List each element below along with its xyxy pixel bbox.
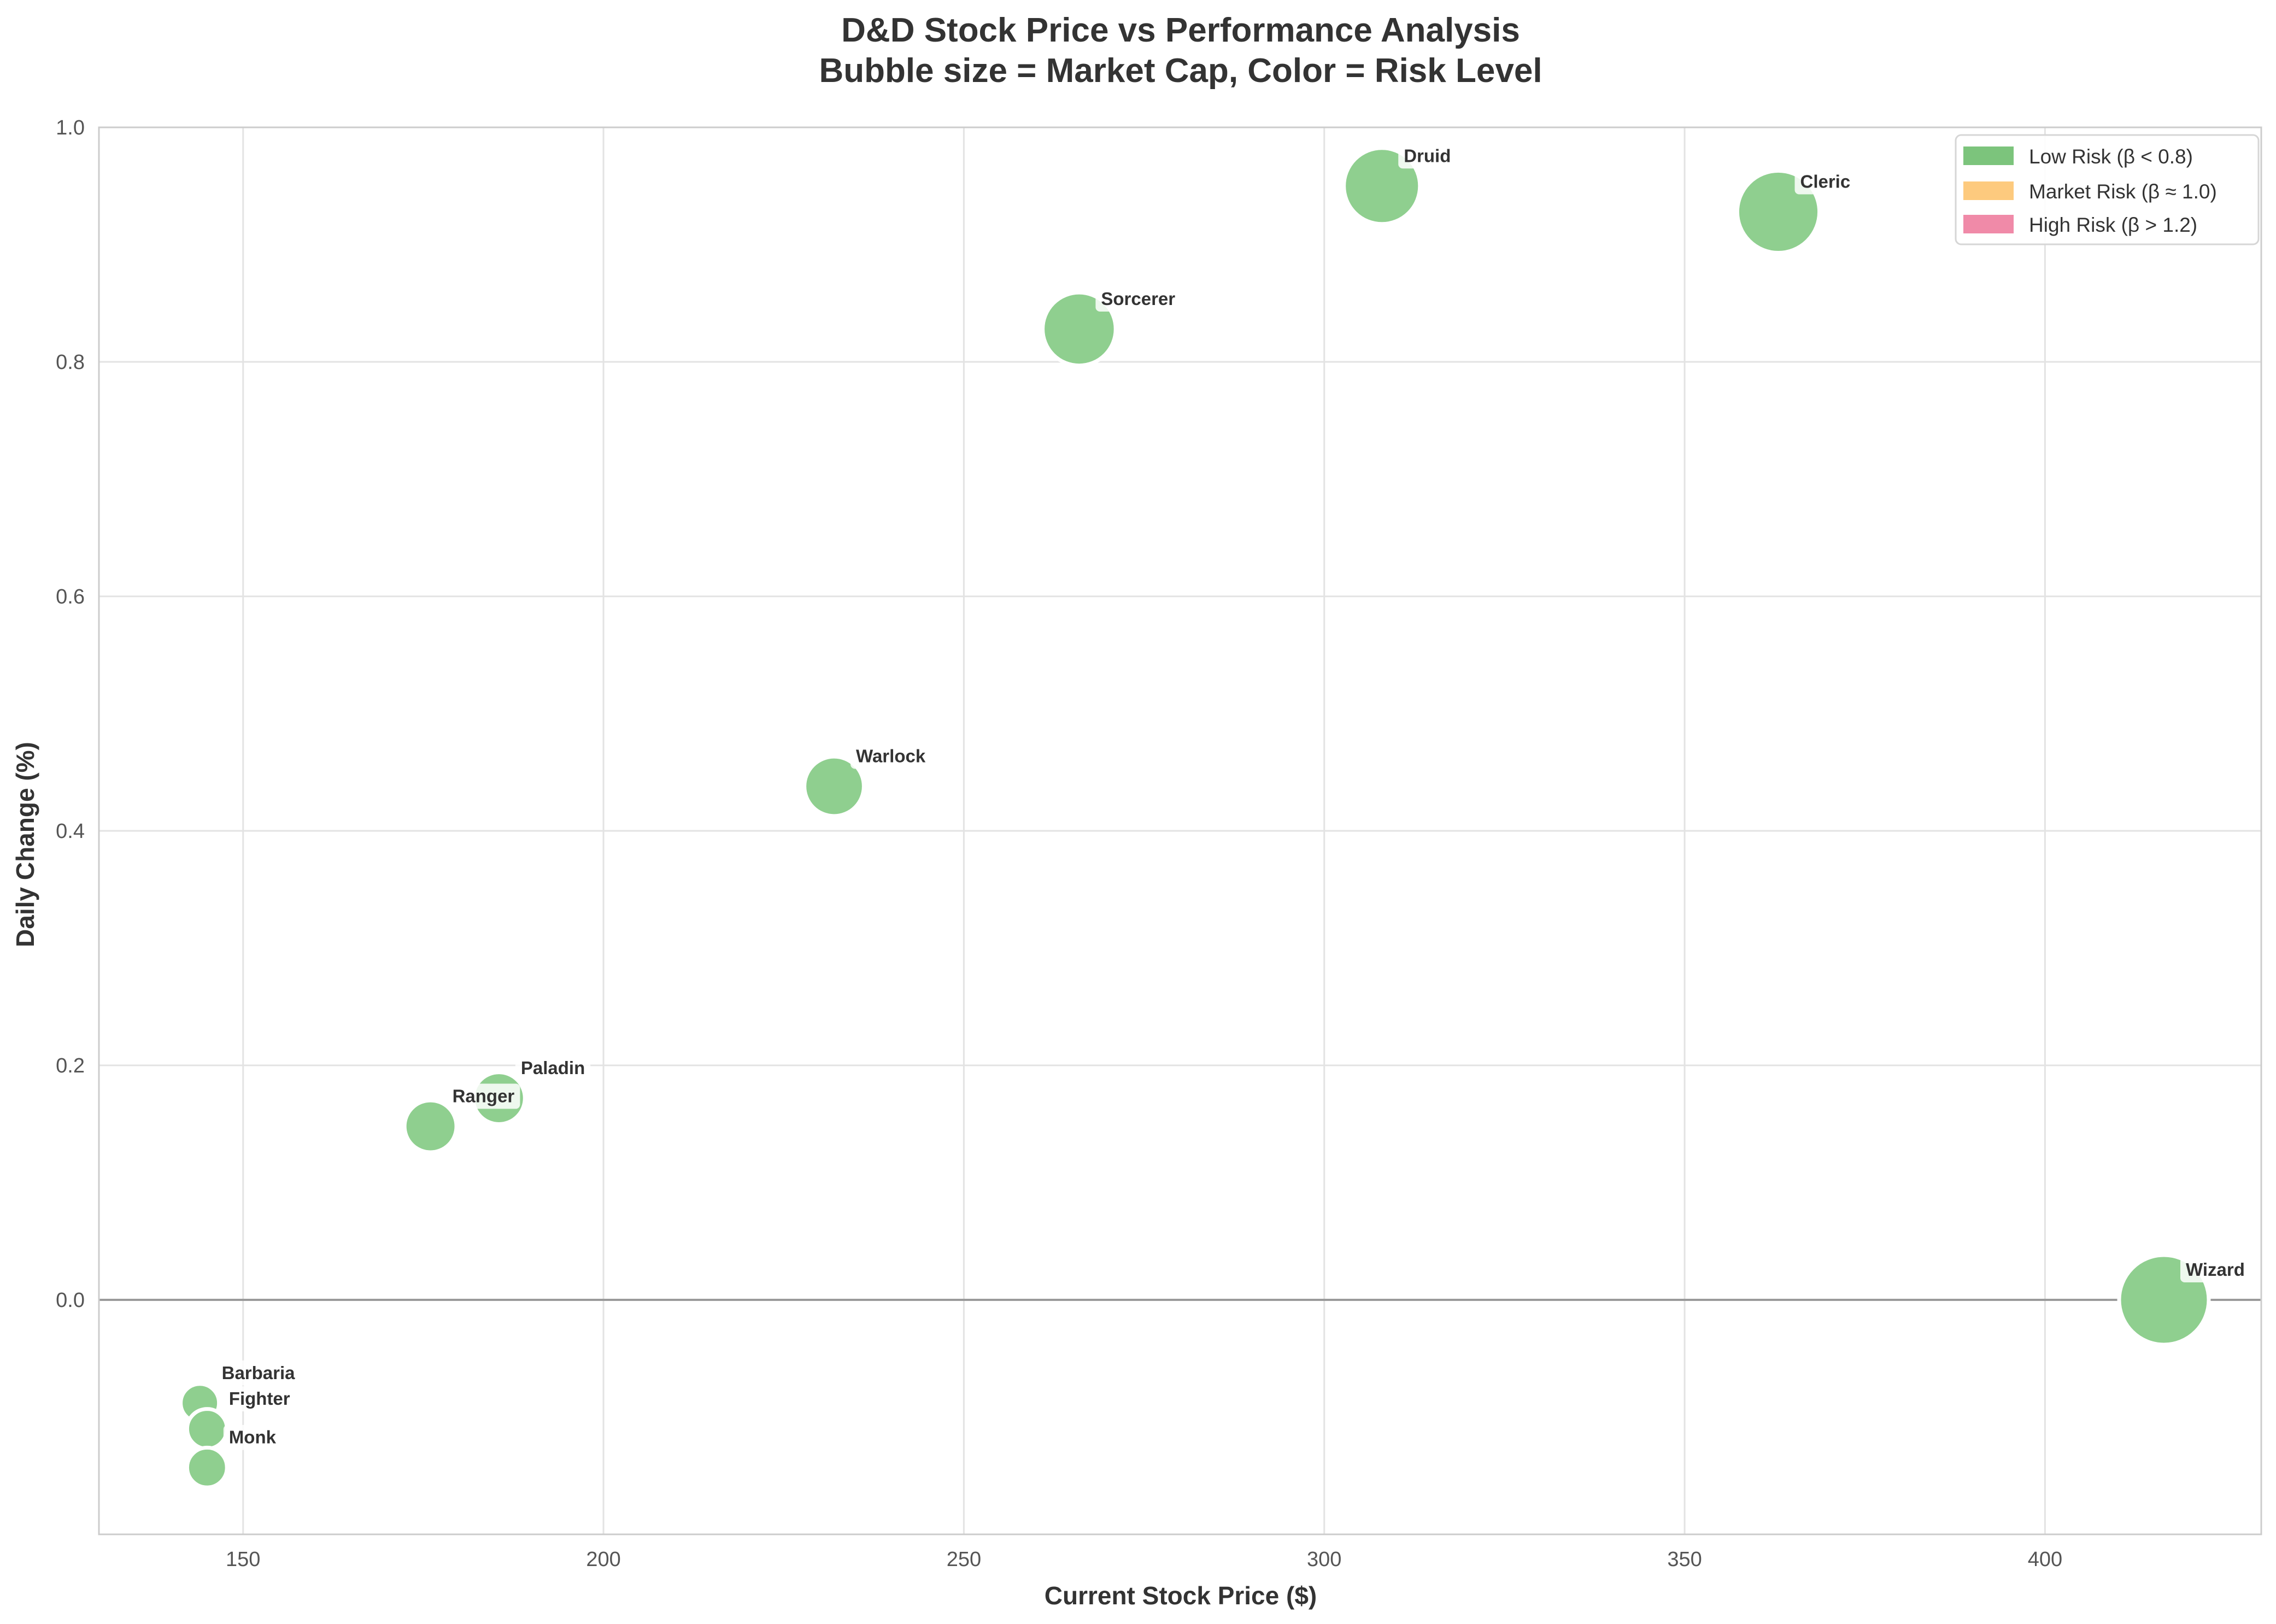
- legend-swatch-market-risk: [1963, 181, 2014, 200]
- point-label-background: [1398, 143, 1457, 169]
- bubble-sorcerer: [1041, 290, 1118, 368]
- legend-label-market-risk: Market Risk (β ≈ 1.0): [2029, 180, 2217, 203]
- point-label-background: [1794, 169, 1856, 195]
- y-tick-label: 0.4: [56, 820, 85, 843]
- point-label-background: [223, 1424, 282, 1450]
- y-tick-label: 0.2: [56, 1054, 85, 1077]
- x-tick-label: 300: [1307, 1548, 1341, 1571]
- legend-label-high-risk: High Risk (β > 1.2): [2029, 214, 2197, 236]
- y-axis-label: Daily Change (%): [11, 742, 39, 947]
- plot-frame: [98, 126, 2262, 1535]
- legend: Low Risk (β < 0.8) Market Risk (β ≈ 1.0)…: [1955, 134, 2260, 245]
- x-tick-label: 150: [226, 1548, 260, 1571]
- point-label-background: [216, 1360, 301, 1386]
- bubble-warlock: [802, 754, 866, 818]
- chart-subtitle: Bubble size = Market Cap, Color = Risk L…: [819, 52, 1542, 90]
- x-tick-label: 400: [2028, 1548, 2062, 1571]
- point-label-paladin: Paladin: [521, 1058, 585, 1078]
- legend-box: [1955, 134, 2260, 245]
- point-label-warlock: Warlock: [856, 746, 926, 766]
- tick-labels: 150 200 250 300 350 400 0.0 0.2 0.4 0.6 0.8 1.0: [56, 116, 2062, 1571]
- point-label-background: [223, 1386, 296, 1411]
- chart-title: D&D Stock Price vs Performance Analysis: [841, 11, 1520, 49]
- y-tick-label: 0.8: [56, 351, 85, 374]
- x-axis-label: Current Stock Price ($): [1045, 1581, 1317, 1610]
- point-label-ranger: Ranger: [453, 1086, 515, 1106]
- point-label-fighter: Fighter: [229, 1388, 290, 1409]
- x-tick-label: 350: [1667, 1548, 1702, 1571]
- x-tick-label: 250: [947, 1548, 981, 1571]
- legend-label-low-risk: Low Risk (β < 0.8): [2029, 145, 2193, 168]
- legend-swatch-low-risk: [1963, 146, 2014, 165]
- point-label-background: [1095, 286, 1181, 312]
- x-tick-label: 200: [586, 1548, 620, 1571]
- y-tick-label: 1.0: [56, 116, 85, 139]
- y-tick-label: 0.6: [56, 585, 85, 608]
- bubble-ranger: [402, 1098, 459, 1154]
- point-label-background: [515, 1056, 591, 1081]
- point-label-wizard: Wizard: [2186, 1259, 2245, 1280]
- point-labels: Druid Cleric Sorcerer Warlock Paladin Ranger W…: [216, 143, 2250, 1450]
- point-label-druid: Druid: [1404, 145, 1451, 166]
- point-label-barbaria: Barbaria: [222, 1363, 296, 1383]
- point-label-background: [447, 1083, 520, 1109]
- y-tick-label: 0.0: [56, 1289, 85, 1312]
- point-label-background: [850, 743, 931, 769]
- bubble-monk: [185, 1445, 229, 1490]
- point-label-monk: Monk: [229, 1427, 277, 1447]
- point-label-background: [2180, 1257, 2250, 1282]
- legend-swatch-high-risk: [1963, 215, 2014, 233]
- point-label-cleric: Cleric: [1800, 171, 1850, 191]
- point-label-sorcerer: Sorcerer: [1101, 289, 1175, 309]
- bubble-fighter: [185, 1407, 229, 1451]
